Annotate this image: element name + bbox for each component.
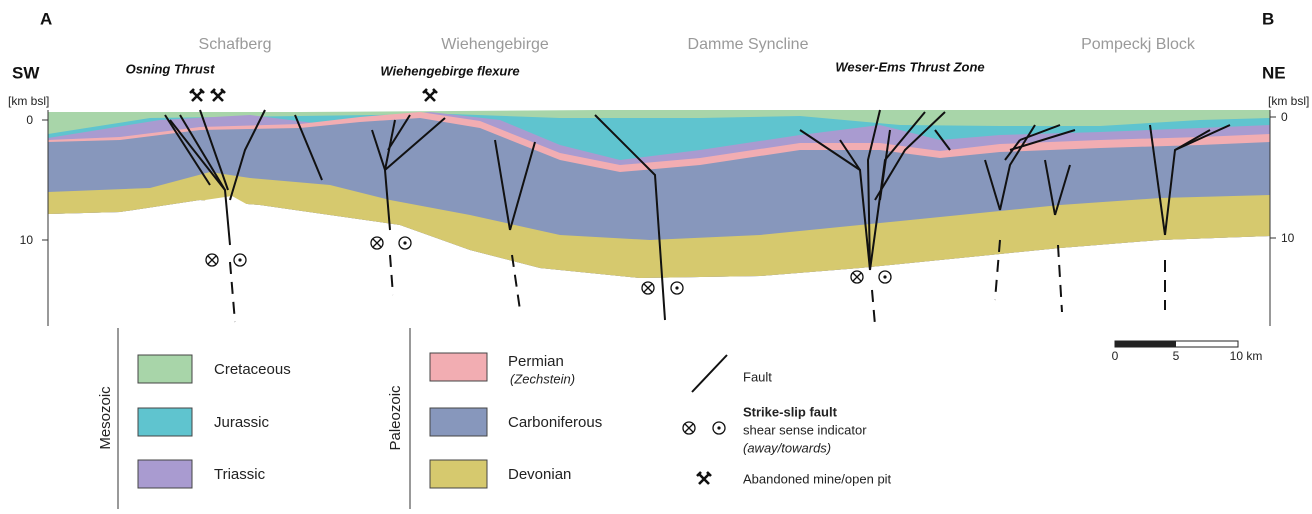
legend-label: Jurassic: [214, 414, 270, 431]
mine-icon-head: [422, 88, 438, 94]
mine-icon-head: [210, 88, 226, 94]
era-label: Paleozoic: [387, 385, 404, 451]
region-label: Pompeckj Block: [1081, 36, 1196, 53]
legend-label: Carboniferous: [508, 414, 602, 431]
mine-icon: [698, 473, 710, 485]
icons: [189, 88, 892, 485]
fault: [229, 109, 266, 201]
legend-swatch: [429, 459, 488, 489]
faults: [164, 109, 1231, 326]
away-indicator-cross: [207, 255, 217, 265]
mine-icon: [191, 90, 203, 102]
legend-label: Devonian: [508, 466, 571, 483]
section-end-label: A: [40, 9, 52, 28]
toward-indicator-dot: [883, 275, 887, 279]
fault: [387, 114, 411, 151]
fault: [874, 111, 946, 201]
mine-icon-head: [696, 471, 712, 477]
toward-indicator-dot: [238, 258, 242, 262]
fault: [879, 129, 891, 201]
layers: [48, 110, 1270, 278]
right-axis: [1269, 110, 1276, 326]
away-indicator-cross: [372, 238, 382, 248]
fault: [984, 159, 1001, 211]
legend-swatch: [137, 354, 193, 384]
fault: [866, 109, 881, 271]
away-indicator-cross: [643, 283, 653, 293]
fault: [839, 139, 861, 171]
axis-unit: [km bsl]: [8, 94, 49, 108]
fault: [509, 141, 536, 231]
toward-indicator-dot: [717, 426, 721, 430]
fault-dashed: [511, 254, 521, 311]
legend-label: Permian: [508, 353, 564, 370]
scale-bar-segment: [1115, 341, 1176, 347]
fault: [494, 139, 511, 231]
legend-swatch: [137, 407, 193, 437]
legend: Mesozoic Paleozoic Cretaceous Jurassic T…: [97, 328, 892, 509]
fault-dashed: [994, 239, 1001, 301]
axis-tick-label: 0: [1281, 110, 1288, 124]
fault-dashed: [1057, 244, 1063, 313]
toward-indicator-dot: [403, 241, 407, 245]
fault: [1009, 129, 1076, 151]
rock-layer: [48, 172, 1270, 278]
left-axis: [42, 110, 49, 326]
fault: [1044, 159, 1056, 216]
region-label: Wiehengebirge: [441, 36, 549, 53]
scale-bar: [1114, 340, 1239, 348]
legend-swatch: [429, 352, 488, 382]
era-label: Mesozoic: [97, 386, 114, 450]
direction-label: SW: [12, 63, 40, 82]
fault: [384, 117, 446, 171]
fault-dashed: [871, 289, 876, 326]
axis-tick-label: 10: [20, 233, 34, 247]
scale-label: 5: [1173, 349, 1180, 363]
axis-tick-label: 0: [26, 113, 33, 127]
legend-label: Triassic: [214, 466, 266, 483]
legend-label: Fault: [743, 369, 772, 384]
region-label: Damme Syncline: [688, 36, 809, 53]
section-end-label: B: [1262, 9, 1274, 28]
structure-label: Weser-Ems Thrust Zone: [835, 59, 984, 74]
fault: [934, 129, 951, 151]
fault: [199, 109, 229, 191]
legend-swatch: [429, 407, 488, 437]
fault-dashed: [229, 261, 236, 323]
mine-icon: [424, 90, 436, 102]
away-indicator-cross: [852, 272, 862, 282]
toward-indicator-dot: [675, 286, 679, 290]
fault: [1174, 129, 1211, 151]
fault: [1054, 164, 1071, 216]
fault: [594, 114, 666, 321]
legend-note: (Zechstein): [510, 371, 575, 386]
region-label: Schafberg: [199, 36, 272, 53]
structure-label: Wiehengebirge flexure: [380, 63, 519, 78]
fault: [164, 114, 211, 186]
fault-dashed: [389, 254, 394, 296]
legend-label: Cretaceous: [214, 361, 291, 378]
legend-label: Abandoned mine/open pit: [743, 471, 892, 486]
away-indicator-cross: [684, 423, 694, 433]
legend-label: (away/towards): [743, 440, 831, 455]
structure-label: Osning Thrust: [126, 61, 216, 76]
fault-symbol: [691, 354, 728, 393]
legend-swatch: [137, 459, 193, 489]
mine-icon: [212, 90, 224, 102]
axis-tick-label: 10: [1281, 231, 1295, 245]
fault: [1149, 124, 1166, 236]
direction-label: NE: [1262, 63, 1286, 82]
fault: [179, 114, 226, 191]
axis-unit: [km bsl]: [1268, 94, 1309, 108]
scale-label: 10 km: [1230, 349, 1263, 363]
scale-label: 0: [1112, 349, 1119, 363]
legend-label: Strike-slip fault: [743, 404, 838, 419]
fault: [1019, 124, 1061, 141]
mine-icon-head: [189, 88, 205, 94]
fault: [294, 114, 323, 181]
legend-label: shear sense indicator: [743, 422, 867, 437]
